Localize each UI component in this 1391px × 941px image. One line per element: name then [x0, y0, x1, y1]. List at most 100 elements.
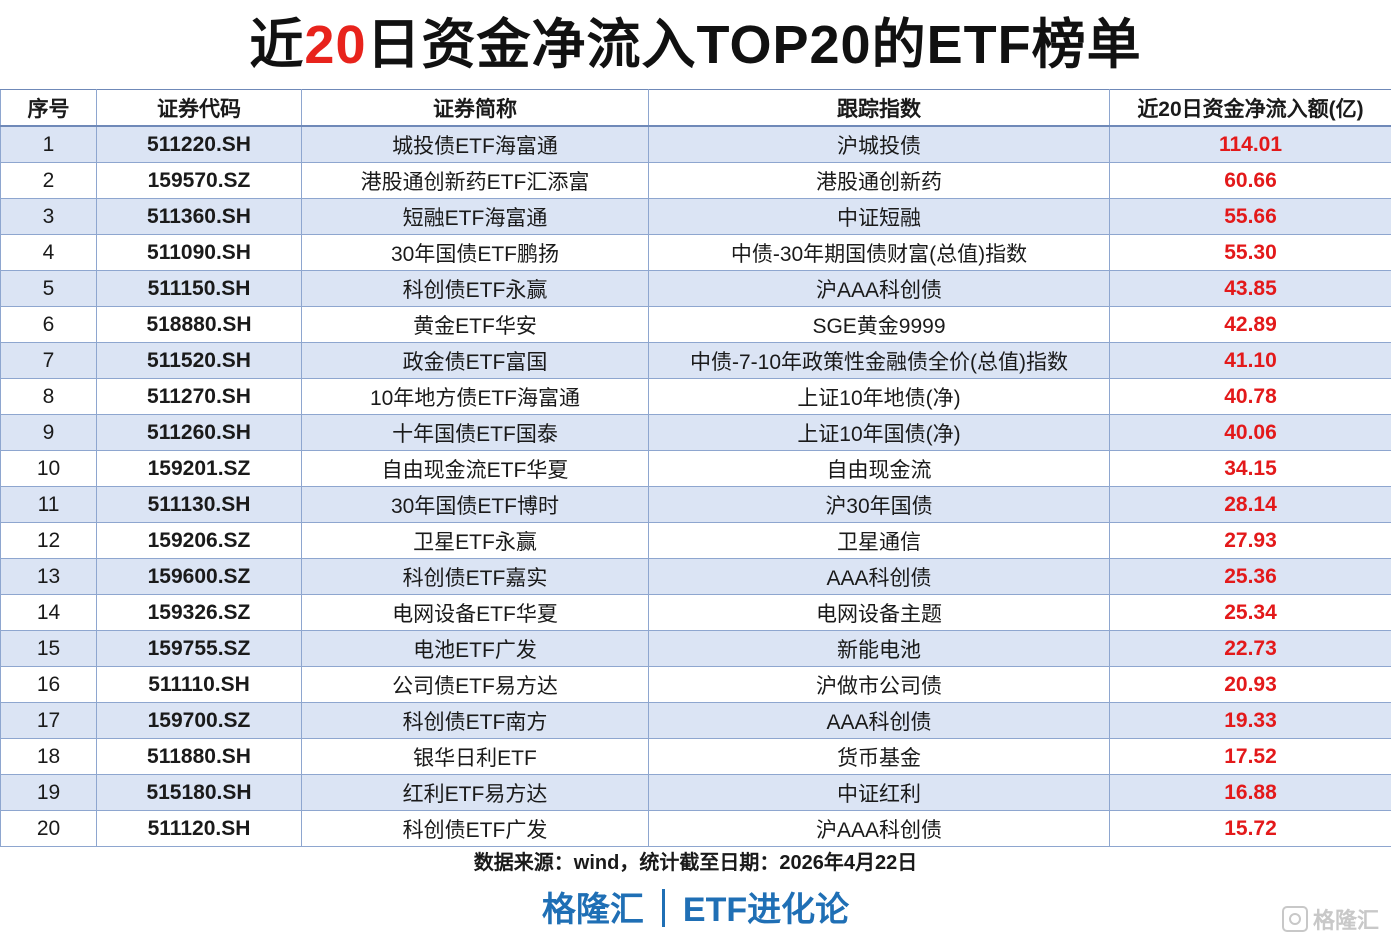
- net-inflow-value: 17.52: [1109, 738, 1391, 775]
- security-code: 511260.SH: [96, 414, 302, 451]
- tracked-index: 中债-7-10年政策性金融债全价(总值)指数: [648, 342, 1110, 379]
- security-name: 自由现金流ETF华夏: [301, 450, 649, 487]
- security-name: 科创债ETF嘉实: [301, 558, 649, 595]
- etf-ranking-table: 序号 证券代码 证券简称 跟踪指数 近20日资金净流入额(亿) 1 511220.…: [0, 89, 1391, 847]
- tracked-index: 卫星通信: [648, 522, 1110, 559]
- watermark: 格隆汇: [1281, 903, 1379, 935]
- row-index: 20: [0, 810, 97, 847]
- net-inflow-value: 25.36: [1109, 558, 1391, 595]
- table-row: 1 511220.SH 城投债ETF海富通 沪城投债 114.01: [0, 125, 1391, 163]
- table-row: 11 511130.SH 30年国债ETF博时 沪30年国债 28.14: [0, 486, 1391, 523]
- security-code: 511120.SH: [96, 810, 302, 847]
- table-row: 12 159206.SZ 卫星ETF永赢 卫星通信 27.93: [0, 522, 1391, 559]
- net-inflow-value: 60.66: [1109, 162, 1391, 199]
- tracked-index: SGE黄金9999: [648, 306, 1110, 343]
- security-code: 511220.SH: [96, 125, 302, 163]
- net-inflow-value: 41.10: [1109, 342, 1391, 379]
- security-name: 公司债ETF易方达: [301, 666, 649, 703]
- table-header-row: 序号 证券代码 证券简称 跟踪指数 近20日资金净流入额(亿): [0, 89, 1391, 127]
- net-inflow-value: 27.93: [1109, 522, 1391, 559]
- security-code: 159201.SZ: [96, 450, 302, 487]
- security-name: 科创债ETF广发: [301, 810, 649, 847]
- row-index: 8: [0, 378, 97, 415]
- security-name: 城投债ETF海富通: [301, 125, 649, 163]
- table-row: 14 159326.SZ 电网设备ETF华夏 电网设备主题 25.34: [0, 594, 1391, 631]
- row-index: 19: [0, 774, 97, 811]
- security-code: 511090.SH: [96, 234, 302, 271]
- row-index: 10: [0, 450, 97, 487]
- security-code: 518880.SH: [96, 306, 302, 343]
- row-index: 7: [0, 342, 97, 379]
- table-row: 3 511360.SH 短融ETF海富通 中证短融 55.66: [0, 198, 1391, 235]
- table-row: 4 511090.SH 30年国债ETF鹏扬 中债-30年期国债财富(总值)指数 55.…: [0, 234, 1391, 271]
- net-inflow-value: 34.15: [1109, 450, 1391, 487]
- tracked-index: 电网设备主题: [648, 594, 1110, 631]
- security-name: 银华日利ETF: [301, 738, 649, 775]
- net-inflow-value: 43.85: [1109, 270, 1391, 307]
- table-row: 5 511150.SH 科创债ETF永赢 沪AAA科创债 43.85: [0, 270, 1391, 307]
- security-code: 159206.SZ: [96, 522, 302, 559]
- row-index: 5: [0, 270, 97, 307]
- tracked-index: AAA科创债: [648, 558, 1110, 595]
- security-code: 515180.SH: [96, 774, 302, 811]
- tracked-index: 沪AAA科创债: [648, 270, 1110, 307]
- net-inflow-value: 25.34: [1109, 594, 1391, 631]
- header-index-tracked: 跟踪指数: [648, 89, 1110, 127]
- tracked-index: 港股通创新药: [648, 162, 1110, 199]
- table-row: 6 518880.SH 黄金ETF华安 SGE黄金9999 42.89: [0, 306, 1391, 343]
- tracked-index: 中证红利: [648, 774, 1110, 811]
- tracked-index: 沪城投债: [648, 125, 1110, 163]
- net-inflow-value: 19.33: [1109, 702, 1391, 739]
- title-highlight: 20: [304, 15, 367, 75]
- table-row: 18 511880.SH 银华日利ETF 货币基金 17.52: [0, 738, 1391, 775]
- security-code: 511110.SH: [96, 666, 302, 703]
- title-suffix: 日资金净流入TOP20的ETF榜单: [366, 15, 1142, 75]
- security-name: 电池ETF广发: [301, 630, 649, 667]
- table-row: 10 159201.SZ 自由现金流ETF华夏 自由现金流 34.15: [0, 450, 1391, 487]
- title-prefix: 近: [249, 15, 305, 75]
- table-row: 16 511110.SH 公司债ETF易方达 沪做市公司债 20.93: [0, 666, 1391, 703]
- gelonghui-logo-icon: [1281, 906, 1308, 932]
- tracked-index: 新能电池: [648, 630, 1110, 667]
- security-name: 科创债ETF永赢: [301, 270, 649, 307]
- footer-divider: [661, 889, 665, 927]
- tracked-index: 自由现金流: [648, 450, 1110, 487]
- data-source-note: 数据来源：wind，统计截至日期：2026年4月22日: [473, 852, 918, 874]
- table-row: 17 159700.SZ 科创债ETF南方 AAA科创债 19.33: [0, 702, 1391, 739]
- footer-brand-left: 格隆汇: [541, 891, 644, 929]
- security-code: 511150.SH: [96, 270, 302, 307]
- net-inflow-value: 55.66: [1109, 198, 1391, 235]
- security-code: 511130.SH: [96, 486, 302, 523]
- row-index: 13: [0, 558, 97, 595]
- tracked-index: 上证10年地债(净): [648, 378, 1110, 415]
- table-row: 13 159600.SZ 科创债ETF嘉实 AAA科创债 25.36: [0, 558, 1391, 595]
- security-name: 10年地方债ETF海富通: [301, 378, 649, 415]
- security-name: 卫星ETF永赢: [301, 522, 649, 559]
- security-code: 159570.SZ: [96, 162, 302, 199]
- table-body: 1 511220.SH 城投债ETF海富通 沪城投债 114.01 2 159570.SZ 港…: [0, 125, 1391, 847]
- header-index: 序号: [0, 89, 97, 127]
- security-name: 电网设备ETF华夏: [301, 594, 649, 631]
- security-code: 511880.SH: [96, 738, 302, 775]
- net-inflow-value: 28.14: [1109, 486, 1391, 523]
- row-index: 16: [0, 666, 97, 703]
- row-index: 6: [0, 306, 97, 343]
- row-index: 18: [0, 738, 97, 775]
- net-inflow-value: 20.93: [1109, 666, 1391, 703]
- header-code: 证券代码: [96, 89, 302, 127]
- security-code: 159755.SZ: [96, 630, 302, 667]
- tracked-index: 沪AAA科创债: [648, 810, 1110, 847]
- net-inflow-value: 16.88: [1109, 774, 1391, 811]
- security-code: 511520.SH: [96, 342, 302, 379]
- security-code: 159700.SZ: [96, 702, 302, 739]
- row-index: 15: [0, 630, 97, 667]
- watermark-text: 格隆汇: [1312, 908, 1379, 933]
- tracked-index: 上证10年国债(净): [648, 414, 1110, 451]
- row-index: 14: [0, 594, 97, 631]
- security-name: 黄金ETF华安: [301, 306, 649, 343]
- security-name: 政金债ETF富国: [301, 342, 649, 379]
- tracked-index: 沪30年国债: [648, 486, 1110, 523]
- page-title: 近20日资金净流入TOP20的ETF榜单: [0, 8, 1391, 82]
- table-row: 19 515180.SH 红利ETF易方达 中证红利 16.88: [0, 774, 1391, 811]
- row-index: 11: [0, 486, 97, 523]
